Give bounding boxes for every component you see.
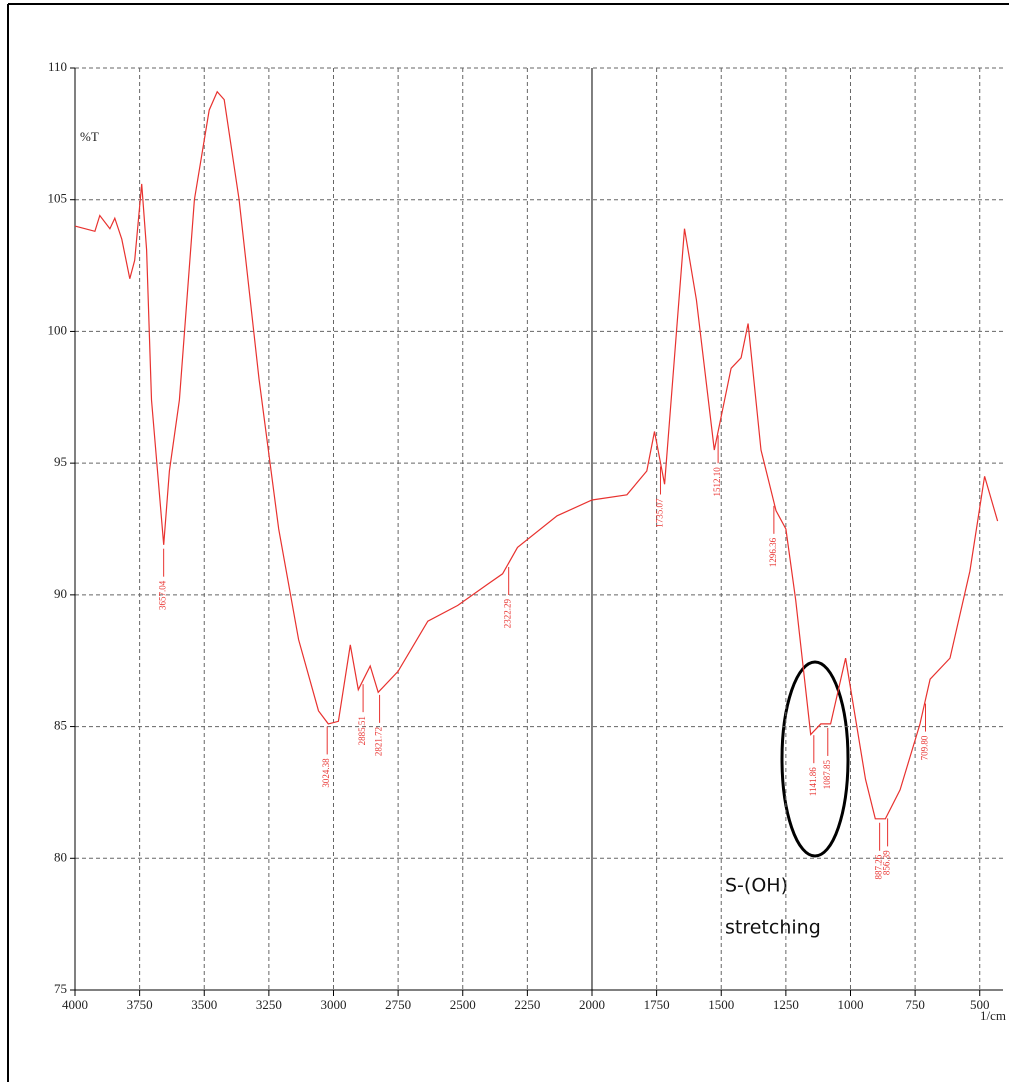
x-tick-label: 500 [970, 997, 990, 1012]
y-tick-label: 85 [54, 718, 67, 733]
y-axis-label: %T [80, 129, 99, 144]
x-tick-label: 1250 [773, 997, 799, 1012]
x-tick-label: 3250 [256, 997, 282, 1012]
x-tick-label: 1500 [708, 997, 734, 1012]
y-tick-label: 95 [54, 454, 67, 469]
x-tick-label: 3500 [191, 997, 217, 1012]
peak-label: 3024.38 [321, 758, 331, 788]
peak-label: 2821.72 [374, 727, 384, 756]
peak-label: 709.80 [920, 735, 930, 760]
x-tick-label: 1000 [837, 997, 863, 1012]
y-tick-label: 90 [54, 586, 67, 601]
x-tick-label: 4000 [62, 997, 88, 1012]
y-tick-label: 100 [48, 322, 68, 337]
x-tick-label: 3000 [320, 997, 346, 1012]
x-tick-label: 2250 [514, 997, 540, 1012]
x-tick-label: 2000 [579, 997, 605, 1012]
x-tick-label: 1750 [644, 997, 670, 1012]
y-tick-label: 75 [54, 981, 67, 996]
peak-label: 1735.07 [655, 498, 665, 528]
peak-label: 1512.10 [712, 467, 722, 497]
y-tick-label: 105 [48, 191, 68, 206]
x-tick-label: 2750 [385, 997, 411, 1012]
peak-label: 856.39 [882, 850, 892, 875]
chart: %T 1/cm S-(OH) stretching 75808590951001… [0, 0, 1009, 1082]
peak-label: 2322.29 [503, 599, 513, 629]
annotation-text: S-(OH) [725, 875, 788, 897]
peak-label: 1141.86 [808, 767, 818, 796]
x-tick-label: 750 [905, 997, 925, 1012]
peak-label: 1296.36 [768, 537, 778, 567]
peak-label: 3657.04 [158, 580, 168, 610]
spectrum-line [75, 92, 998, 819]
x-tick-label: 3750 [127, 997, 153, 1012]
peak-label: 1087.85 [822, 759, 832, 789]
annotation-text: stretching [725, 917, 821, 939]
y-tick-label: 110 [48, 59, 67, 74]
x-tick-label: 2500 [450, 997, 476, 1012]
peak-label: 2885.51 [357, 716, 367, 745]
y-tick-label: 80 [54, 849, 67, 864]
